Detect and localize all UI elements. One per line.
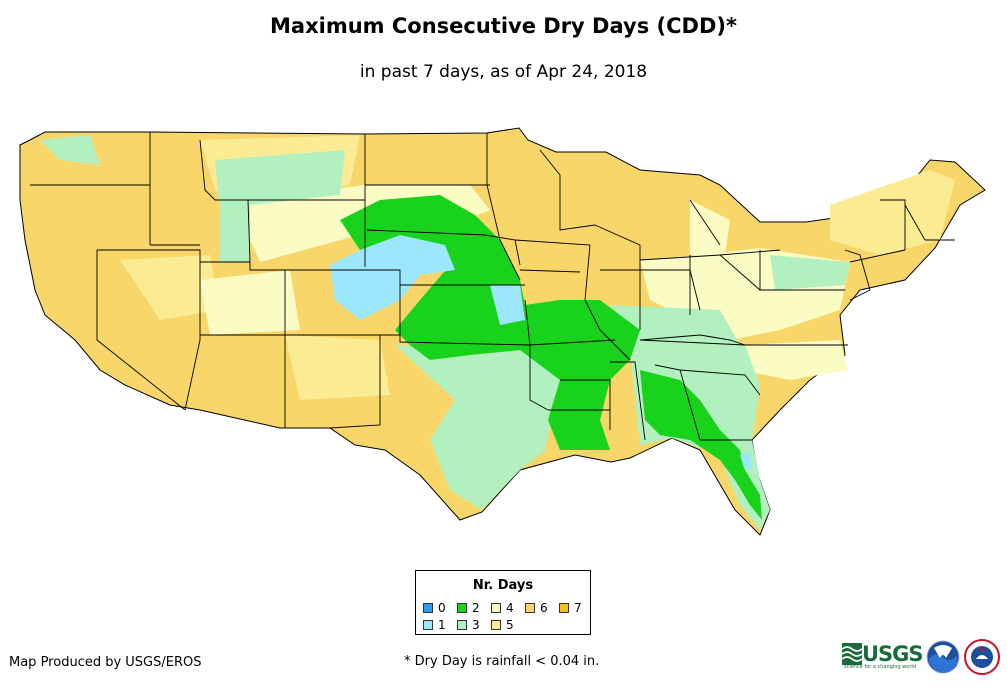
map-credit: Map Produced by USGS/EROS [9, 655, 202, 670]
zone-3-tennessee [610, 305, 740, 350]
legend-item-0: 0 [423, 601, 446, 615]
legend-swatch-2 [457, 603, 467, 613]
state-boundaries [30, 132, 955, 441]
zone-4-nc [745, 340, 848, 380]
legend-swatch-1 [423, 620, 433, 630]
agency-logos: USGS science for a changing world [842, 636, 1002, 676]
legend-item-7: 7 [559, 601, 582, 615]
legend-label-6: 6 [540, 601, 548, 615]
legend-swatch-4 [491, 603, 501, 613]
zone-5-northeast [830, 170, 955, 255]
legend-item-5: 5 [491, 618, 514, 632]
legend-item-6: 6 [525, 601, 548, 615]
legend-swatch-6 [525, 603, 535, 613]
usgs-logo: USGS [842, 642, 924, 666]
legend-label-3: 3 [472, 618, 480, 632]
legend-item-4: 4 [491, 601, 514, 615]
usgs-wave-icon [842, 643, 862, 665]
zone-3-wyoming [220, 205, 250, 262]
map-subtitle: in past 7 days, as of Apr 24, 2018 [359, 62, 648, 82]
zone-5-nm [285, 335, 390, 400]
map-title: Maximum Consecutive Dry Days (CDD)* [270, 14, 737, 38]
legend-label-2: 2 [472, 601, 480, 615]
legend: Nr. Days 0 1 2 3 4 5 6 [415, 570, 591, 635]
us-cdd-map [19, 127, 986, 536]
usgs-logo-text: USGS [862, 642, 924, 666]
legend-label-1: 1 [438, 618, 446, 632]
zone-4-colorado [200, 270, 300, 335]
legend-label-7: 7 [574, 601, 582, 615]
zone-3-texas [395, 345, 560, 510]
legend-item-3: 3 [457, 618, 480, 632]
zone-1-florida [740, 452, 752, 470]
legend-label-5: 5 [506, 618, 514, 632]
legend-swatch-0 [423, 603, 433, 613]
zone-1-kansas-east [490, 285, 525, 325]
usgs-tagline: science for a changing world [844, 664, 916, 670]
legend-swatch-7 [559, 603, 569, 613]
zone-5-southwest [120, 255, 220, 320]
legend-item-2: 2 [457, 601, 480, 615]
nws-logo-icon [964, 639, 1000, 675]
legend-item-1: 1 [423, 618, 446, 632]
zone-2-southeast [640, 370, 762, 520]
zone-3-pennsylvania [770, 255, 850, 290]
legend-title: Nr. Days [472, 578, 534, 593]
legend-swatch-5 [491, 620, 501, 630]
noaa-logo-icon [926, 640, 960, 674]
zone-3-washington [40, 135, 100, 165]
legend-label-0: 0 [438, 601, 446, 615]
legend-label-4: 4 [506, 601, 514, 615]
zone-4-mi [690, 200, 730, 255]
zone-3-montana [215, 150, 345, 215]
dry-day-footnote: * Dry Day is rainfall < 0.04 in. [404, 654, 600, 669]
zone-1-colorado-kansas [330, 235, 455, 320]
legend-swatch-3 [457, 620, 467, 630]
